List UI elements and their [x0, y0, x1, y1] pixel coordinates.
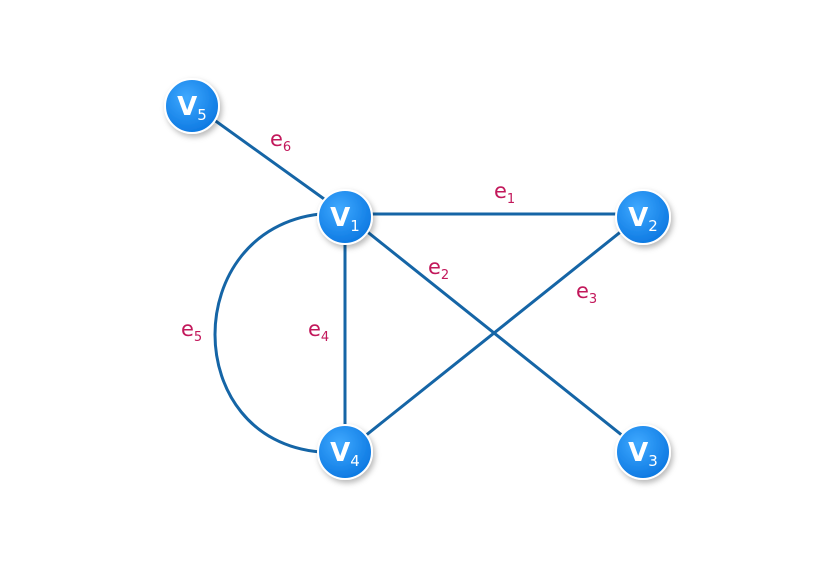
node-v2-label: V2: [628, 203, 658, 235]
edge-label-e3: e3: [576, 279, 597, 307]
node-v4: V4: [317, 424, 373, 480]
edge-e6: [190, 102, 347, 216]
node-v1-circle: [317, 189, 373, 245]
edge-label-e4: e4: [308, 317, 329, 345]
node-v3: V3: [615, 424, 671, 480]
node-v5-label: V5: [177, 92, 207, 124]
edge-label-e1: e1: [494, 179, 515, 207]
node-v2-circle: [615, 189, 671, 245]
edge-e3: [343, 212, 645, 454]
edge-label-e6: e6: [270, 127, 291, 155]
edge-label-e5: e5: [181, 317, 202, 345]
node-v2: V2: [615, 189, 671, 245]
node-v4-label: V4: [330, 438, 360, 470]
nodes-group: V1 V2 V3 V4 V5: [164, 78, 671, 480]
edge-labels-group: e1 e2 e3 e4 e5 e6: [181, 127, 597, 345]
edges-group: [190, 102, 645, 454]
node-v5-circle: [164, 78, 220, 134]
node-v1: V1: [317, 189, 373, 245]
node-v5: V5: [164, 78, 220, 134]
node-v1-label: V1: [330, 203, 360, 235]
edge-label-e2: e2: [428, 255, 449, 283]
edge-e5: [213, 212, 322, 454]
node-v4-circle: [317, 424, 373, 480]
node-v3-label: V3: [628, 438, 658, 470]
node-v3-circle: [615, 424, 671, 480]
